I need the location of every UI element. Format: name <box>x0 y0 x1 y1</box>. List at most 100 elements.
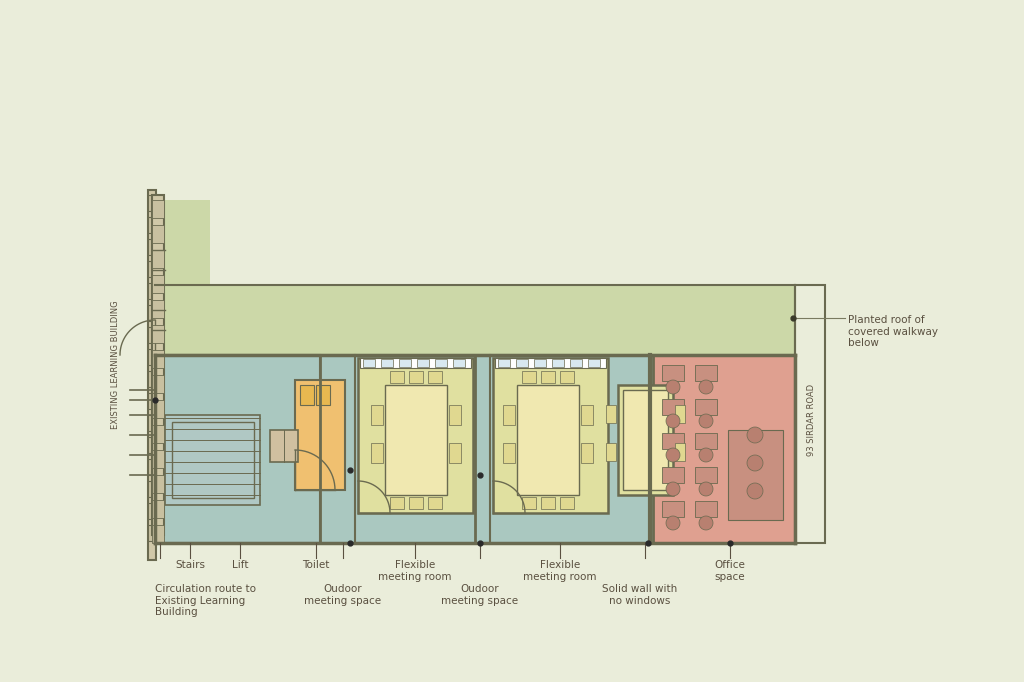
Bar <box>371 405 383 425</box>
Text: Flexible
meeting room: Flexible meeting room <box>378 560 452 582</box>
Bar <box>399 359 411 367</box>
Bar <box>606 443 616 461</box>
Bar <box>148 261 156 277</box>
Bar <box>409 497 423 509</box>
Bar <box>570 359 582 367</box>
Bar <box>498 359 510 367</box>
Bar <box>270 430 298 462</box>
Circle shape <box>746 483 763 499</box>
Bar <box>300 385 314 405</box>
Text: Planted roof of
covered walkway
below: Planted roof of covered walkway below <box>848 315 938 349</box>
Bar <box>662 501 684 517</box>
Bar <box>503 405 515 425</box>
Text: Circulation route to
Existing Learning
Building: Circulation route to Existing Learning B… <box>155 584 256 617</box>
Bar <box>148 305 156 321</box>
Bar <box>449 443 461 463</box>
Circle shape <box>699 482 713 496</box>
Bar <box>148 459 156 475</box>
Bar <box>428 497 442 509</box>
Bar <box>148 283 156 299</box>
Circle shape <box>666 448 680 462</box>
Text: Flexible
meeting room: Flexible meeting room <box>523 560 597 582</box>
Bar <box>148 195 156 211</box>
Circle shape <box>699 380 713 394</box>
Bar <box>675 443 685 461</box>
Bar <box>695 433 717 449</box>
Bar <box>390 371 404 383</box>
Text: Oudoor
meeting space: Oudoor meeting space <box>304 584 382 606</box>
Bar <box>662 399 684 415</box>
Bar <box>588 359 600 367</box>
Bar <box>172 422 254 498</box>
Bar <box>148 437 156 453</box>
Bar <box>428 371 442 383</box>
Bar <box>148 393 156 409</box>
Bar <box>493 358 608 513</box>
Bar <box>522 371 536 383</box>
Bar <box>385 385 447 495</box>
Circle shape <box>666 380 680 394</box>
Bar <box>152 475 164 493</box>
Bar <box>560 371 574 383</box>
Bar <box>152 250 164 268</box>
Bar <box>152 300 164 318</box>
Text: Lift: Lift <box>231 560 248 570</box>
Bar <box>148 349 156 365</box>
Bar <box>390 497 404 509</box>
Bar <box>449 405 461 425</box>
Bar <box>653 355 795 543</box>
Bar <box>155 355 319 543</box>
Bar <box>695 501 717 517</box>
Bar <box>362 359 375 367</box>
Bar <box>165 415 260 505</box>
Bar <box>152 350 164 368</box>
Bar <box>148 481 156 497</box>
Bar <box>152 500 164 518</box>
Circle shape <box>666 516 680 530</box>
Circle shape <box>746 455 763 471</box>
Bar <box>516 359 528 367</box>
Bar <box>155 200 210 385</box>
Bar <box>552 359 564 367</box>
Bar <box>795 285 825 543</box>
Text: Stairs: Stairs <box>175 560 205 570</box>
Bar <box>453 359 465 367</box>
Bar <box>148 327 156 343</box>
Circle shape <box>666 414 680 428</box>
Bar <box>316 385 330 405</box>
Bar <box>148 239 156 255</box>
Bar <box>606 405 616 423</box>
Bar <box>152 195 164 535</box>
Text: Oudoor
meeting space: Oudoor meeting space <box>441 584 518 606</box>
Bar <box>662 433 684 449</box>
Bar <box>618 385 673 495</box>
Bar <box>155 355 795 543</box>
Bar <box>152 200 164 218</box>
Text: Solid wall with
no windows: Solid wall with no windows <box>602 584 678 606</box>
Bar <box>152 525 164 543</box>
Bar <box>409 371 423 383</box>
Bar <box>295 380 345 490</box>
Bar <box>148 371 156 387</box>
Text: 93 SIRDAR ROAD: 93 SIRDAR ROAD <box>808 384 816 456</box>
Bar <box>417 359 429 367</box>
Text: Toilet: Toilet <box>302 560 330 570</box>
Bar <box>148 217 156 233</box>
Bar <box>148 190 156 560</box>
Bar <box>358 358 473 513</box>
Bar <box>503 443 515 463</box>
Circle shape <box>699 414 713 428</box>
Bar <box>534 359 546 367</box>
Bar <box>155 285 800 360</box>
Bar <box>148 503 156 519</box>
Bar <box>152 400 164 418</box>
Bar <box>623 390 668 490</box>
Circle shape <box>746 427 763 443</box>
Bar <box>381 359 393 367</box>
Bar <box>495 358 606 368</box>
Bar <box>152 325 164 343</box>
Bar <box>560 497 574 509</box>
Text: EXISTING LEARNING BUILDING: EXISTING LEARNING BUILDING <box>111 301 120 429</box>
Bar <box>522 497 536 509</box>
Bar <box>435 359 447 367</box>
